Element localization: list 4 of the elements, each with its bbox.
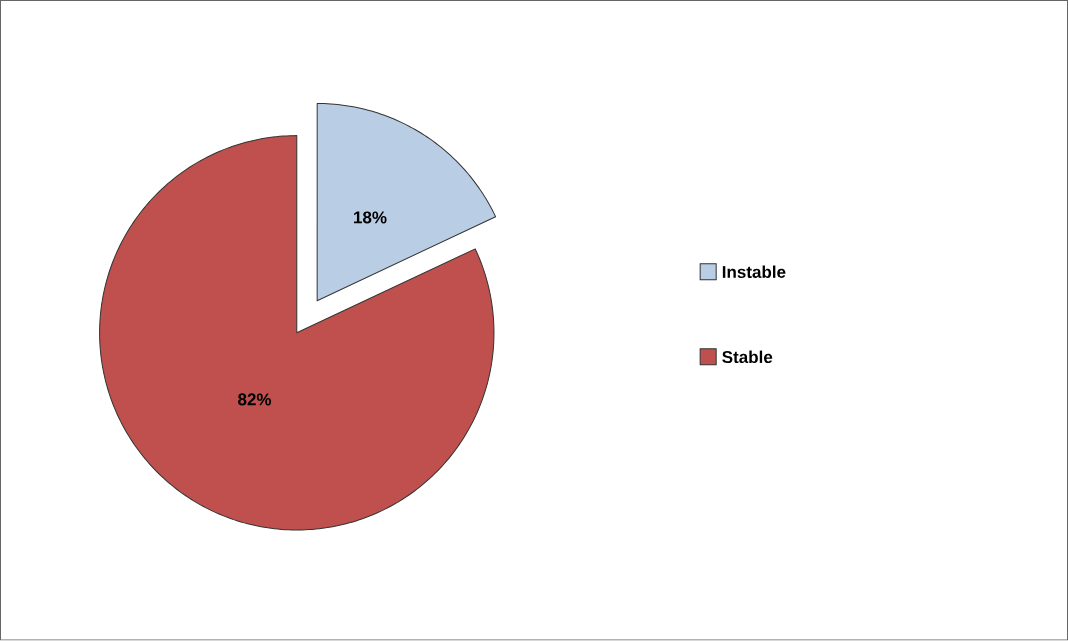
legend-label: Stable [722, 350, 773, 364]
legend-label: Instable [722, 265, 786, 279]
data-label: 82% [238, 393, 272, 406]
data-label: 18% [354, 211, 387, 224]
